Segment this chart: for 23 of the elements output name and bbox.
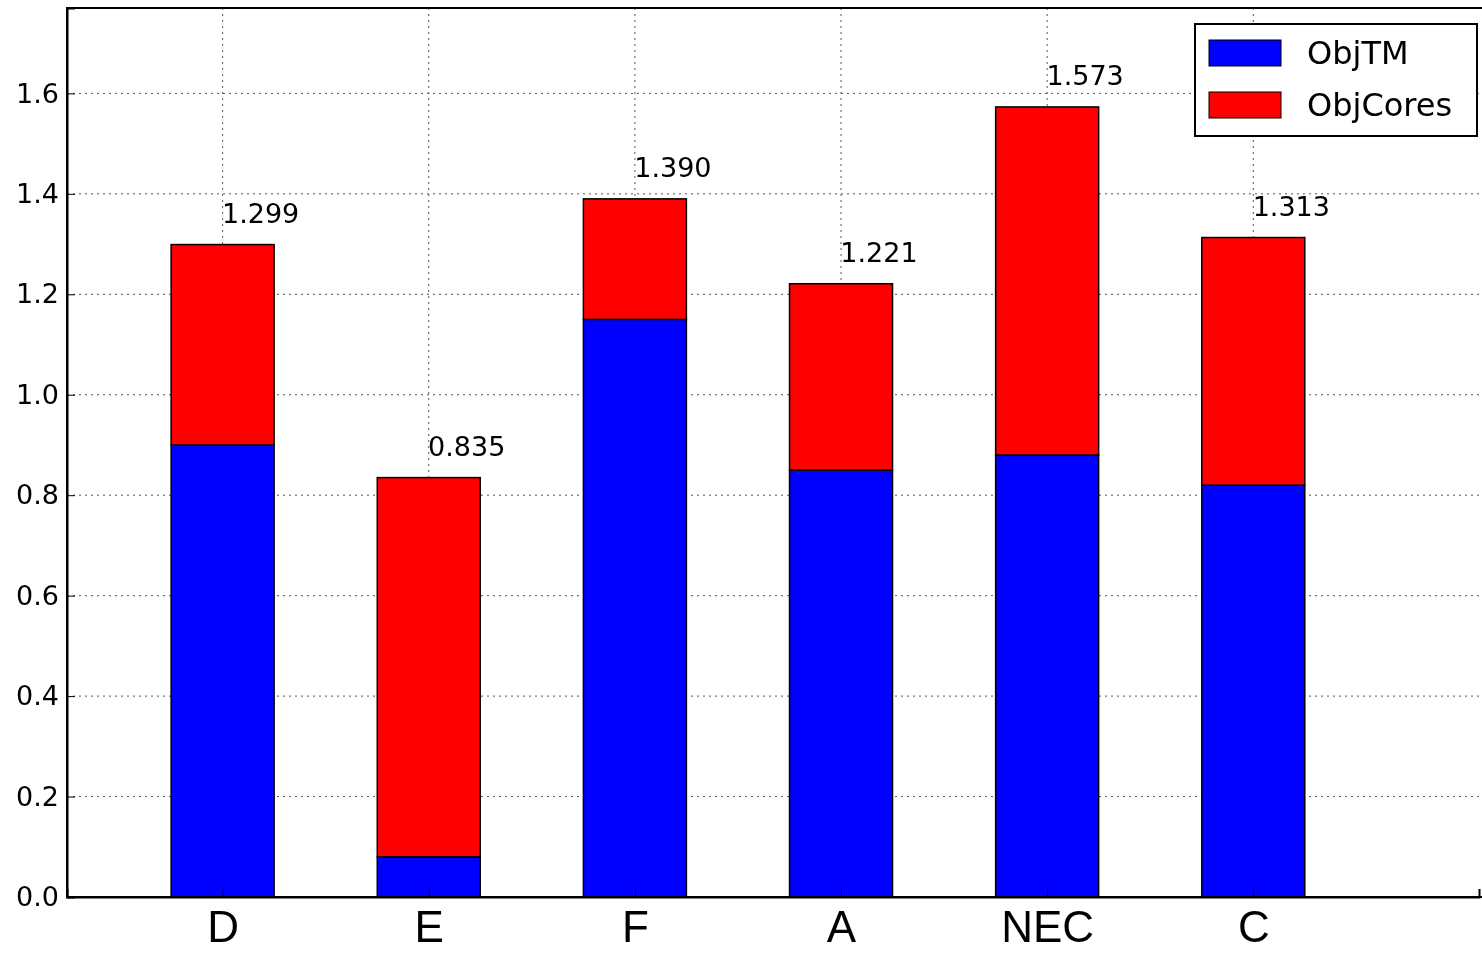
total-label: 1.390 [634,151,712,183]
x-tick-label: A [826,902,857,952]
legend-label: ObjCores [1307,86,1453,124]
total-label: 1.573 [1046,59,1124,91]
x-tick-label: D [207,902,240,952]
y-tick-label: 1.4 [16,177,59,209]
y-tick-label: 1.0 [16,378,59,410]
y-tick-label: 0.6 [16,579,59,611]
x-tick-label: C [1237,902,1270,952]
y-tick-label: 0.0 [16,881,59,913]
x-tick-label: F [621,902,649,952]
total-label: 1.313 [1252,190,1330,222]
total-label: 0.835 [428,430,506,462]
total-label: 1.299 [221,197,300,229]
y-tick-label: 1.6 [16,77,59,109]
y-tick-label: 1.2 [16,278,59,310]
x-tick-label: NEC [1001,902,1095,952]
legend-label: ObjTM [1307,34,1409,72]
y-tick-label: 0.2 [16,780,59,812]
y-tick-label: 0.4 [16,680,59,712]
x-tick-label: E [414,902,444,952]
total-label: 1.221 [840,236,918,268]
y-tick-label: 0.8 [16,479,59,511]
